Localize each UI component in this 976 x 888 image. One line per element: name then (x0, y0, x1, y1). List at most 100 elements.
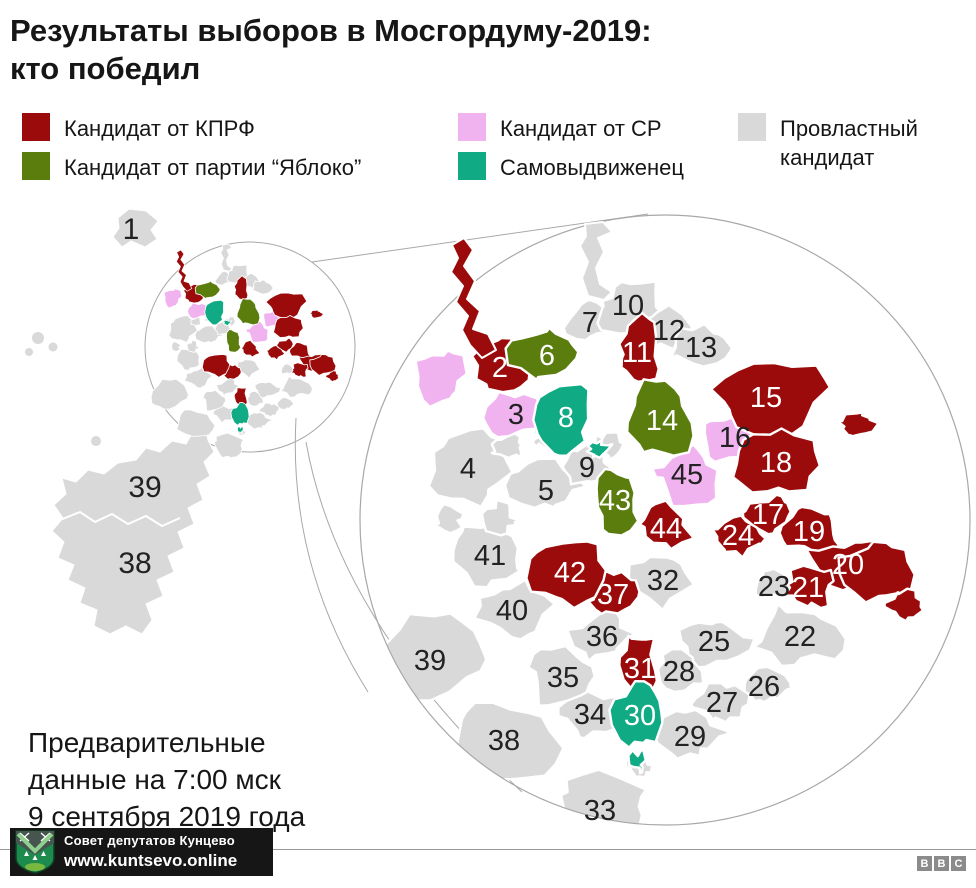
magnifier-line-top (311, 213, 649, 263)
district-shape (237, 424, 245, 435)
bbc-logo-c: C (951, 856, 966, 871)
district-shape (504, 326, 580, 381)
legend-label-yabloko: Кандидат от партии “Яблоко” (64, 155, 362, 180)
magnifier-line-bottom-inner (294, 417, 369, 693)
district-shape (251, 279, 274, 295)
district-shape (566, 608, 639, 663)
district-shape (214, 270, 232, 286)
district-shape (236, 359, 261, 379)
district-label-43: 43 (599, 485, 631, 517)
district-shape (240, 339, 261, 358)
district-shape (186, 339, 200, 353)
source-bar: Совет депутатов Кунцево www.kuntsevo.onl… (10, 828, 273, 876)
district-label-37: 37 (597, 579, 629, 611)
district-shape (309, 309, 324, 319)
district-shape (638, 499, 695, 551)
district-shape (276, 337, 294, 353)
bbc-logo: B B C (917, 856, 966, 871)
district-shape (258, 402, 280, 418)
district-shape (276, 397, 294, 411)
district-shape (711, 514, 767, 559)
district-shape (215, 377, 241, 396)
district-spike (175, 249, 193, 292)
bbc-logo-b2: B (934, 856, 949, 871)
district-label-3: 3 (508, 399, 524, 431)
district-label-27: 27 (706, 687, 738, 719)
district-shape (150, 378, 189, 410)
district-shape (189, 316, 202, 327)
district-shape (247, 391, 264, 407)
district-shape (204, 299, 225, 326)
district-shape (427, 427, 514, 508)
page-title-line1: Результаты выборов в Мосгордуму-2019: (10, 13, 652, 48)
district-label-6: 6 (539, 340, 555, 372)
district-shape (226, 329, 242, 353)
district-label-8: 8 (558, 402, 574, 434)
source-url[interactable]: www.kuntsevo.online (64, 851, 238, 870)
district-shape (432, 502, 465, 535)
district-label-17: 17 (752, 499, 784, 531)
legend-swatch-kprf (22, 113, 50, 141)
overview-city (150, 244, 340, 459)
district-shape (557, 687, 625, 740)
district-1-zelenograd (112, 208, 159, 248)
district-spike (450, 237, 497, 359)
district-shape (883, 587, 925, 623)
district-shape (176, 409, 216, 437)
district-shape (626, 378, 695, 457)
overview-district-label: 38 (118, 547, 151, 580)
page-title: Результаты выборов в Мосгордуму-2019: кт… (10, 12, 652, 88)
district-label-34: 34 (574, 699, 606, 731)
note-line2: данные на 7:00 мск (28, 764, 281, 795)
district-shape (731, 427, 821, 494)
district-label-24: 24 (722, 520, 754, 552)
district-shape (273, 315, 304, 338)
district-label-15: 15 (750, 382, 782, 414)
district-label-30: 30 (624, 700, 656, 732)
district-label-40: 40 (496, 595, 528, 627)
legend-item-kprf: Кандидат от КПРФ (22, 113, 255, 143)
district-shape (490, 431, 525, 460)
district-label-19: 19 (793, 516, 825, 548)
district-shape (481, 499, 520, 537)
district-shape (194, 280, 221, 300)
legend-item-progov: Провластный кандидат (738, 113, 950, 172)
district-label-42: 42 (554, 557, 586, 589)
district-shape (482, 390, 545, 439)
district-spike (220, 244, 233, 272)
legend-swatch-progov (738, 113, 766, 141)
district-shape (414, 349, 468, 409)
exclave-speck (32, 332, 44, 344)
legend-label-self: Самовыдвиженец (500, 155, 684, 180)
district-shape (202, 389, 227, 412)
district-shape (325, 370, 340, 383)
district-label-13: 13 (685, 332, 717, 364)
district-label-10: 10 (612, 290, 644, 322)
district-shape (741, 493, 792, 536)
overview-map: 1 39 38 (25, 208, 340, 635)
magnifier-circle (359, 214, 971, 826)
district-label-5: 5 (538, 475, 554, 507)
district-shape (254, 381, 282, 399)
legend-label-kprf: Кандидат от КПРФ (64, 116, 255, 141)
district-shape (187, 302, 209, 319)
district-label-2: 2 (492, 352, 508, 384)
legend-item-sr: Кандидат от СР (458, 113, 662, 143)
page-title-line2: кто победил (10, 51, 201, 86)
district-label-28: 28 (663, 656, 695, 688)
district-shape (525, 540, 607, 610)
district-label-41: 41 (474, 540, 506, 572)
overview-district-label: 39 (128, 471, 161, 504)
district-shape (743, 665, 792, 704)
district-label-36: 36 (586, 621, 618, 653)
exclave-speck (91, 436, 101, 446)
district-spike (579, 221, 613, 301)
new-moscow-border (59, 510, 181, 528)
exclave-speck (48, 342, 58, 352)
district-shape (176, 348, 201, 371)
bbc-logo-b1: B (917, 856, 932, 871)
district-shape (608, 680, 664, 749)
district-label-22: 22 (784, 621, 816, 653)
district-label-21: 21 (792, 572, 824, 604)
